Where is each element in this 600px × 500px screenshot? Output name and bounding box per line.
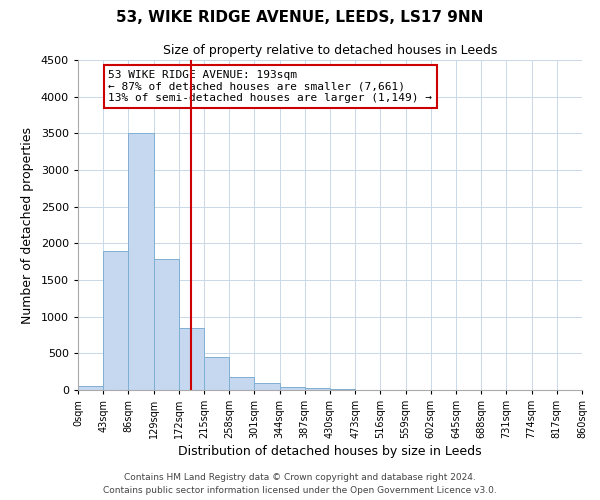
X-axis label: Distribution of detached houses by size in Leeds: Distribution of detached houses by size … xyxy=(178,446,482,458)
Bar xyxy=(103,250,128,390)
Bar xyxy=(229,377,254,390)
Bar xyxy=(280,387,305,390)
Title: Size of property relative to detached houses in Leeds: Size of property relative to detached ho… xyxy=(163,44,497,58)
Bar xyxy=(154,260,179,390)
Bar xyxy=(254,384,280,390)
Bar xyxy=(128,134,154,390)
Text: 53 WIKE RIDGE AVENUE: 193sqm
← 87% of detached houses are smaller (7,661)
13% of: 53 WIKE RIDGE AVENUE: 193sqm ← 87% of de… xyxy=(108,70,432,103)
Bar xyxy=(204,357,229,390)
Bar xyxy=(305,388,330,390)
Text: 53, WIKE RIDGE AVENUE, LEEDS, LS17 9NN: 53, WIKE RIDGE AVENUE, LEEDS, LS17 9NN xyxy=(116,10,484,25)
Bar xyxy=(78,386,103,390)
Bar xyxy=(179,328,204,390)
Text: Contains HM Land Registry data © Crown copyright and database right 2024.
Contai: Contains HM Land Registry data © Crown c… xyxy=(103,474,497,495)
Y-axis label: Number of detached properties: Number of detached properties xyxy=(21,126,34,324)
